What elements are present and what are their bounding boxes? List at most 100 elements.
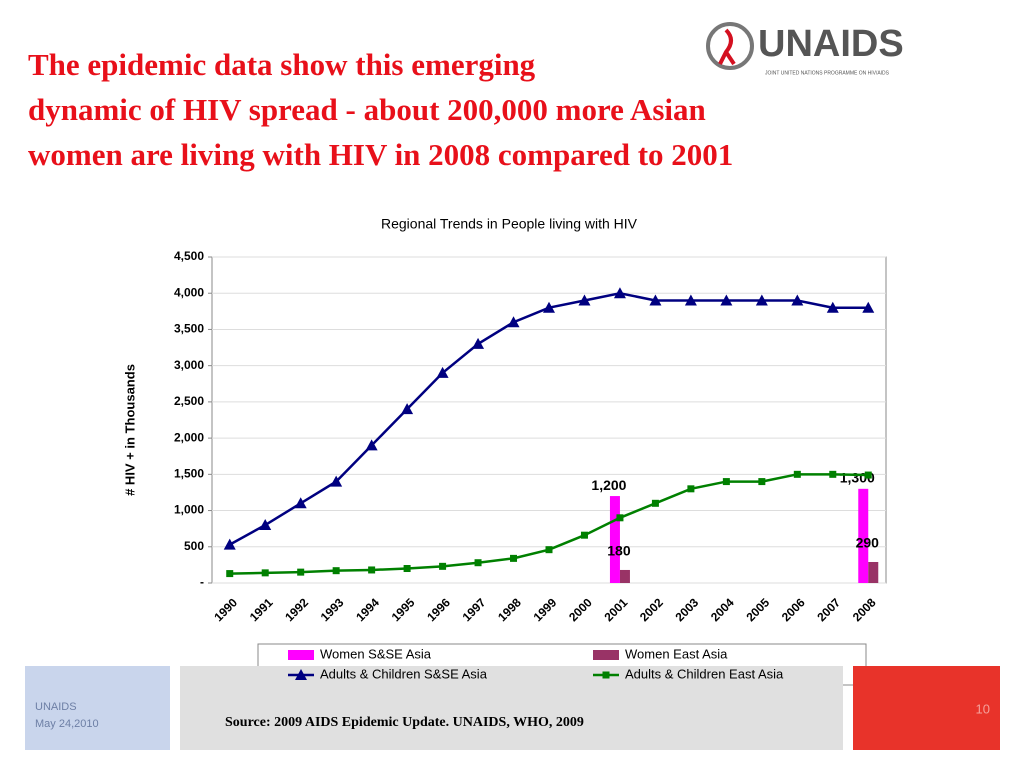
x-tick-label: 2005 <box>743 595 772 624</box>
page-number: 10 <box>976 701 990 716</box>
legend-marker <box>602 671 610 679</box>
y-tick-label: 500 <box>184 539 204 553</box>
bar <box>609 496 620 583</box>
x-tick-label: 1991 <box>247 595 276 624</box>
y-tick-label: 2,000 <box>174 430 204 444</box>
legend-swatch <box>593 650 619 660</box>
marker <box>545 546 553 554</box>
data-label: 180 <box>607 543 631 559</box>
marker <box>261 569 269 577</box>
y-tick-label: - <box>200 575 204 589</box>
footer-middle-box <box>180 666 843 750</box>
y-tick-label: 4,500 <box>174 249 204 263</box>
marker <box>472 337 485 349</box>
marker <box>720 294 733 306</box>
marker <box>368 566 376 574</box>
x-tick-label: 2006 <box>779 595 808 624</box>
marker <box>436 366 449 378</box>
x-tick-label: 2002 <box>637 595 666 624</box>
logo-ribbon <box>718 28 736 66</box>
footer-org: UNAIDS <box>35 701 77 713</box>
source: Source: 2009 AIDS Epidemic Update. UNAID… <box>225 715 584 730</box>
marker <box>332 567 340 575</box>
logo-text: UNAIDS <box>758 23 904 65</box>
x-tick-label: 1993 <box>318 595 347 624</box>
legend-label: Women S&SE Asia <box>320 646 432 661</box>
marker <box>862 301 875 313</box>
legend-label: Adults & Children East Asia <box>625 666 784 681</box>
marker <box>294 497 307 509</box>
marker <box>474 559 482 567</box>
logo-emblem <box>706 22 754 70</box>
marker <box>330 475 343 487</box>
x-tick-label: 2008 <box>850 595 879 624</box>
x-tick-label: 1990 <box>211 595 240 624</box>
marker <box>401 403 414 415</box>
x-tick-label: 2003 <box>672 595 701 624</box>
y-axis-label: # HIV + in Thousands <box>122 364 137 496</box>
marker <box>829 470 837 478</box>
legend-swatch <box>288 650 314 660</box>
footer-left-box <box>25 666 170 750</box>
x-tick-label: 1998 <box>495 595 524 624</box>
x-tick-label: 1997 <box>460 595 489 624</box>
x-tick-label: 1999 <box>531 595 560 624</box>
marker <box>758 478 766 486</box>
y-tick-label: 3,500 <box>174 322 204 336</box>
x-tick-label: 2000 <box>566 595 595 624</box>
marker <box>580 531 588 539</box>
marker <box>578 294 591 306</box>
y-tick-label: 3,000 <box>174 358 204 372</box>
marker <box>439 562 447 570</box>
title-line: dynamic of HIV spread - about 200,000 mo… <box>28 92 706 127</box>
line <box>229 291 869 546</box>
marker <box>755 294 768 306</box>
logo-tagline: JOINT UNITED NATIONS PROGRAMME ON HIV/AI… <box>765 70 890 76</box>
chart-title: Regional Trends in People living with HI… <box>381 216 638 232</box>
marker <box>864 471 872 479</box>
data-label: 290 <box>856 535 880 551</box>
y-tick-label: 1,000 <box>174 503 204 517</box>
marker <box>223 538 236 550</box>
x-tick-label: 1994 <box>353 595 382 624</box>
bar <box>619 569 630 583</box>
bar <box>858 488 869 583</box>
y-tick-label: 4,000 <box>174 285 204 299</box>
marker <box>226 570 234 578</box>
legend-marker <box>295 669 307 680</box>
marker <box>365 439 378 451</box>
marker <box>543 301 555 313</box>
marker <box>510 554 518 562</box>
x-tick-label: 2004 <box>708 595 737 624</box>
title-line: women are living with HIV in 2008 compar… <box>28 137 733 172</box>
y-tick-label: 1,500 <box>174 467 204 481</box>
marker <box>616 514 624 522</box>
marker <box>684 294 697 306</box>
marker <box>826 301 839 313</box>
data-label: 1,200 <box>591 477 626 493</box>
marker <box>791 294 804 306</box>
bar <box>868 561 879 583</box>
x-tick-label: 1992 <box>282 595 311 624</box>
footer-right-box <box>853 666 1000 750</box>
x-tick-label: 1995 <box>389 595 418 624</box>
marker <box>613 287 626 299</box>
marker <box>651 499 659 507</box>
marker <box>687 485 695 493</box>
y-tick-label: 2,500 <box>174 394 204 408</box>
legend-label: Women East Asia <box>625 646 728 661</box>
title-line: The epidemic data show this emerging <box>28 47 536 82</box>
footer-date: May 24,2010 <box>35 718 99 730</box>
x-tick-label: 2007 <box>814 595 843 624</box>
marker <box>507 316 520 328</box>
x-tick-label: 1996 <box>424 595 453 624</box>
marker <box>403 565 411 573</box>
marker <box>722 478 730 486</box>
slide-title: The epidemic data show this emerging dyn… <box>28 47 733 172</box>
marker <box>793 470 801 478</box>
marker <box>297 568 305 576</box>
marker <box>649 294 662 306</box>
legend-label: Adults & Children S&SE Asia <box>320 666 488 681</box>
